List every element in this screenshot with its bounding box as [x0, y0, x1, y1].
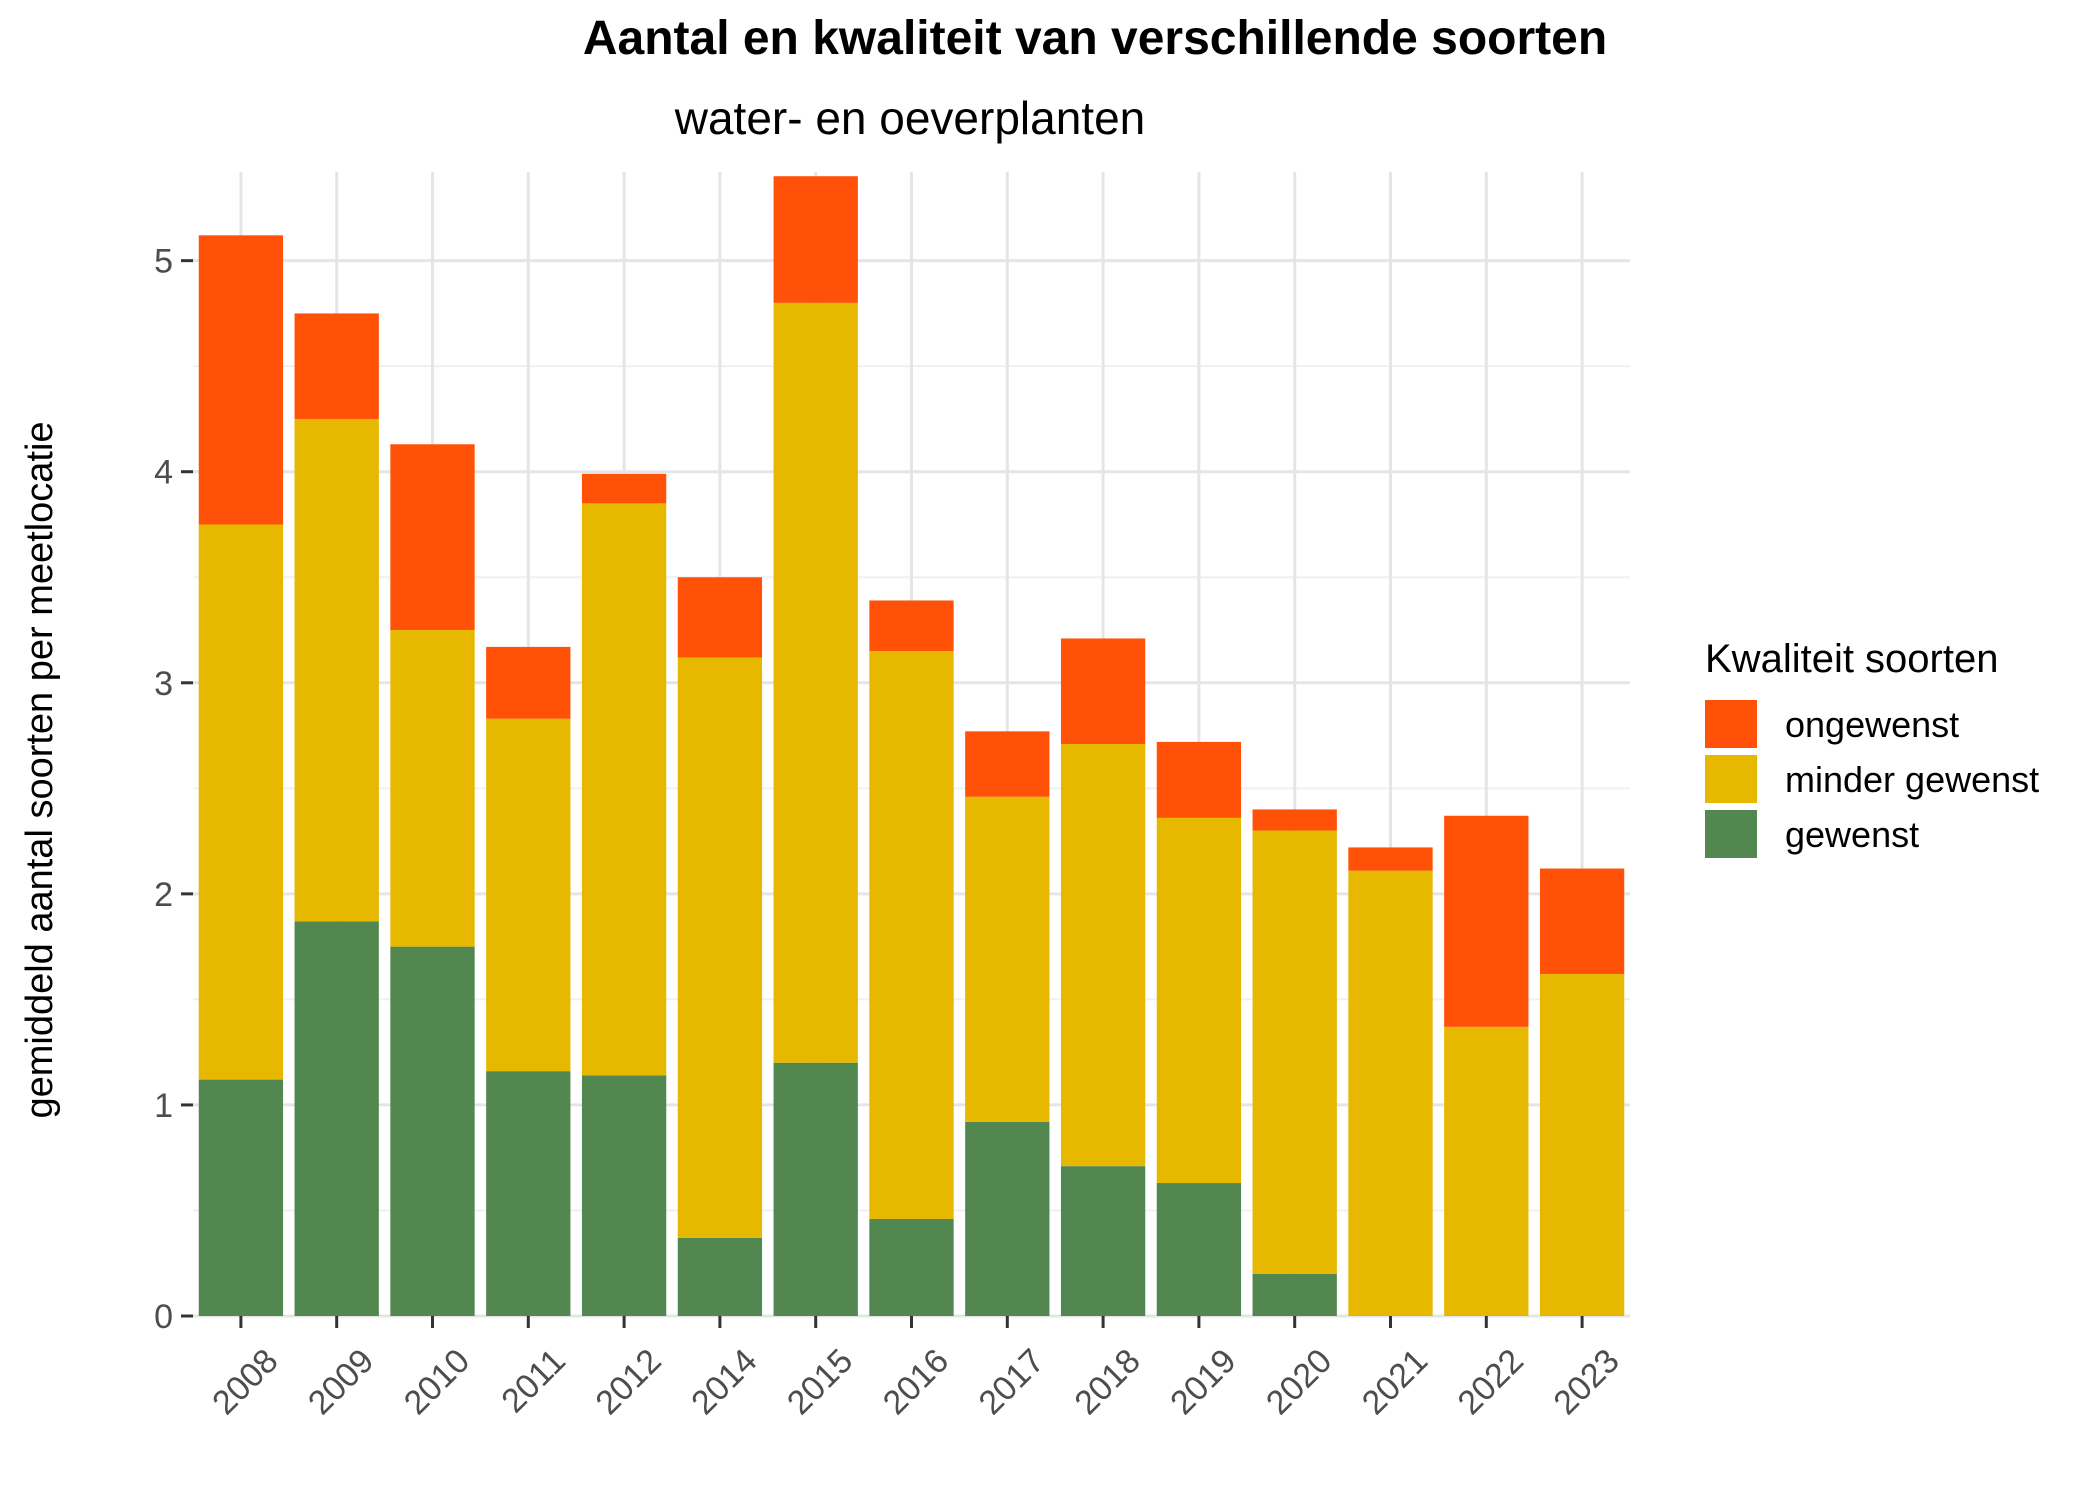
- x-tick-label-2018: 2018: [1067, 1342, 1147, 1422]
- bar-minder-gewenst-2009: [294, 418, 379, 922]
- x-axis-ticks: 2008 2009 2010 2011 2012 2014 2015 2016 2017 2018…: [205, 1316, 1627, 1422]
- bar-gewenst-2018: [1060, 1166, 1146, 1316]
- bar-ongewenst-2023: [1539, 868, 1625, 975]
- bar-ongewenst-2017: [965, 731, 1050, 797]
- x-tick-label-2022: 2022: [1451, 1342, 1531, 1422]
- x-tick-label-2021: 2021: [1355, 1342, 1435, 1422]
- x-tick-label-2011: 2011: [494, 1342, 573, 1421]
- bar-ongewenst-2022: [1444, 815, 1529, 1027]
- bar-gewenst-2010: [390, 946, 475, 1316]
- x-tick-label-2019: 2019: [1163, 1342, 1243, 1422]
- bar-minder-gewenst-2018: [1060, 744, 1146, 1167]
- bar-ongewenst-2012: [581, 473, 667, 504]
- bar-gewenst-2019: [1156, 1183, 1242, 1316]
- legend-swatch-ongewenst: [1705, 700, 1757, 748]
- bar-minder-gewenst-2023: [1539, 974, 1625, 1316]
- legend-items: ongewenst minder gewenst gewenst: [1705, 700, 2039, 858]
- bar-ongewenst-2021: [1348, 847, 1433, 871]
- legend-label-minder-gewenst: minder gewenst: [1785, 759, 2039, 800]
- bar-ongewenst-2011: [486, 646, 571, 719]
- bar-minder-gewenst-2022: [1444, 1026, 1529, 1316]
- legend: Kwaliteit soorten ongewenst minder gewens…: [1705, 637, 2039, 858]
- y-tick-label: 3: [154, 665, 173, 703]
- bar-gewenst-2008: [198, 1079, 284, 1316]
- bar-gewenst-2011: [486, 1071, 571, 1316]
- legend-swatch-gewenst: [1705, 810, 1757, 858]
- x-tick-label-2009: 2009: [301, 1342, 381, 1422]
- bar-minder-gewenst-2019: [1156, 817, 1242, 1184]
- bar-minder-gewenst-2021: [1348, 870, 1433, 1316]
- bar-minder-gewenst-2008: [198, 524, 284, 1080]
- bar-minder-gewenst-2010: [390, 630, 475, 947]
- bar-minder-gewenst-2011: [486, 718, 571, 1072]
- bar-ongewenst-2008: [198, 235, 284, 525]
- y-axis-label: gemiddeld aantal soorten per meetlocatie: [19, 421, 61, 1118]
- x-tick-label-2012: 2012: [588, 1342, 668, 1422]
- bar-ongewenst-2010: [390, 444, 475, 631]
- bar-gewenst-2017: [965, 1121, 1050, 1316]
- y-tick-label: 1: [154, 1087, 173, 1125]
- legend-swatch-minder-gewenst: [1705, 755, 1757, 803]
- x-tick-label-2014: 2014: [684, 1342, 764, 1422]
- chart-title: Aantal en kwaliteit van verschillende so…: [583, 12, 1607, 65]
- bar-gewenst-2012: [581, 1075, 667, 1316]
- legend-label-ongewenst: ongewenst: [1785, 704, 1959, 745]
- bar-gewenst-2016: [869, 1218, 954, 1316]
- bar-ongewenst-2018: [1060, 638, 1146, 744]
- bar-gewenst-2009: [294, 921, 379, 1316]
- bar-ongewenst-2009: [294, 313, 379, 419]
- y-tick-label: 2: [154, 876, 173, 914]
- y-tick-label: 0: [154, 1298, 173, 1336]
- bar-ongewenst-2015: [773, 176, 858, 303]
- y-axis-ticks: 0 1 2 3 4 5: [154, 243, 193, 1336]
- bar-ongewenst-2016: [869, 600, 954, 652]
- bar-minder-gewenst-2017: [965, 796, 1050, 1122]
- bar-ongewenst-2014: [677, 577, 763, 658]
- x-tick-label-2016: 2016: [876, 1342, 956, 1422]
- bar-minder-gewenst-2016: [869, 651, 954, 1219]
- y-tick-label: 4: [154, 454, 173, 492]
- x-tick-label-2017: 2017: [972, 1342, 1052, 1422]
- x-tick-label-2023: 2023: [1546, 1342, 1626, 1422]
- legend-title: Kwaliteit soorten: [1705, 637, 1998, 681]
- bar-gewenst-2020: [1252, 1273, 1337, 1316]
- bar-gewenst-2014: [677, 1237, 763, 1316]
- bar-ongewenst-2019: [1156, 741, 1242, 818]
- bar-minder-gewenst-2020: [1252, 830, 1337, 1274]
- bar-minder-gewenst-2012: [581, 503, 667, 1076]
- bars: [198, 176, 1625, 1316]
- bar-minder-gewenst-2014: [677, 657, 763, 1238]
- x-tick-label-2008: 2008: [205, 1342, 285, 1422]
- x-tick-label-2020: 2020: [1259, 1342, 1339, 1422]
- bar-ongewenst-2020: [1252, 809, 1337, 831]
- y-tick-label: 5: [154, 243, 173, 281]
- chart-subtitle: water- en oeverplanten: [674, 92, 1146, 144]
- x-tick-label-2015: 2015: [780, 1342, 860, 1422]
- bar-minder-gewenst-2015: [773, 302, 858, 1063]
- legend-label-gewenst: gewenst: [1785, 814, 1919, 855]
- x-tick-label-2010: 2010: [397, 1342, 477, 1422]
- bar-gewenst-2015: [773, 1062, 858, 1316]
